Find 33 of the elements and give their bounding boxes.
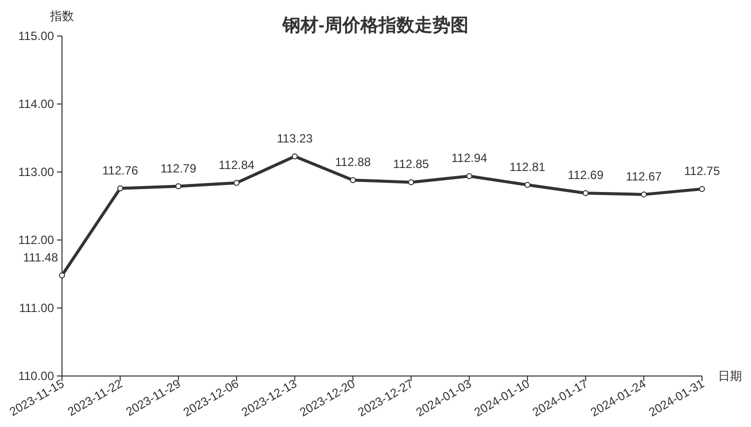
data-label: 112.76	[102, 163, 138, 178]
point	[699, 186, 705, 192]
title: 钢材-周价格指数走势图	[282, 15, 468, 35]
point	[292, 153, 298, 160]
y-tick-label: 110.00	[18, 369, 54, 383]
data-label: 112.85	[393, 157, 430, 172]
data-label: 112.94	[451, 151, 488, 166]
point	[640, 191, 647, 198]
point	[466, 173, 472, 180]
data-label: 113.23	[276, 131, 313, 146]
y-tick-label: 115.00	[18, 29, 54, 43]
data-label: 112.69	[568, 168, 604, 182]
data-label: 112.67	[626, 169, 662, 184]
data-label: 112.81	[510, 160, 546, 174]
y-tick-label: 112.00	[18, 233, 54, 247]
ylabel: 指数	[50, 9, 74, 23]
point	[582, 190, 589, 196]
data-label: 112.88	[335, 155, 372, 170]
point	[350, 177, 356, 184]
point	[117, 185, 124, 192]
xlabel: 日期	[718, 369, 742, 383]
point	[524, 182, 530, 188]
data-label: 112.79	[160, 161, 197, 176]
data-label: 112.84	[218, 158, 255, 172]
data-label: 112.75	[684, 164, 720, 178]
point	[59, 272, 65, 278]
point	[234, 180, 240, 186]
point	[408, 179, 414, 186]
y-tick-label: 111.00	[19, 301, 54, 315]
point	[175, 183, 182, 190]
y-tick-label: 113.00	[18, 165, 54, 179]
y-tick-label: 114.00	[18, 97, 54, 111]
data-label: 111.48	[23, 250, 58, 264]
